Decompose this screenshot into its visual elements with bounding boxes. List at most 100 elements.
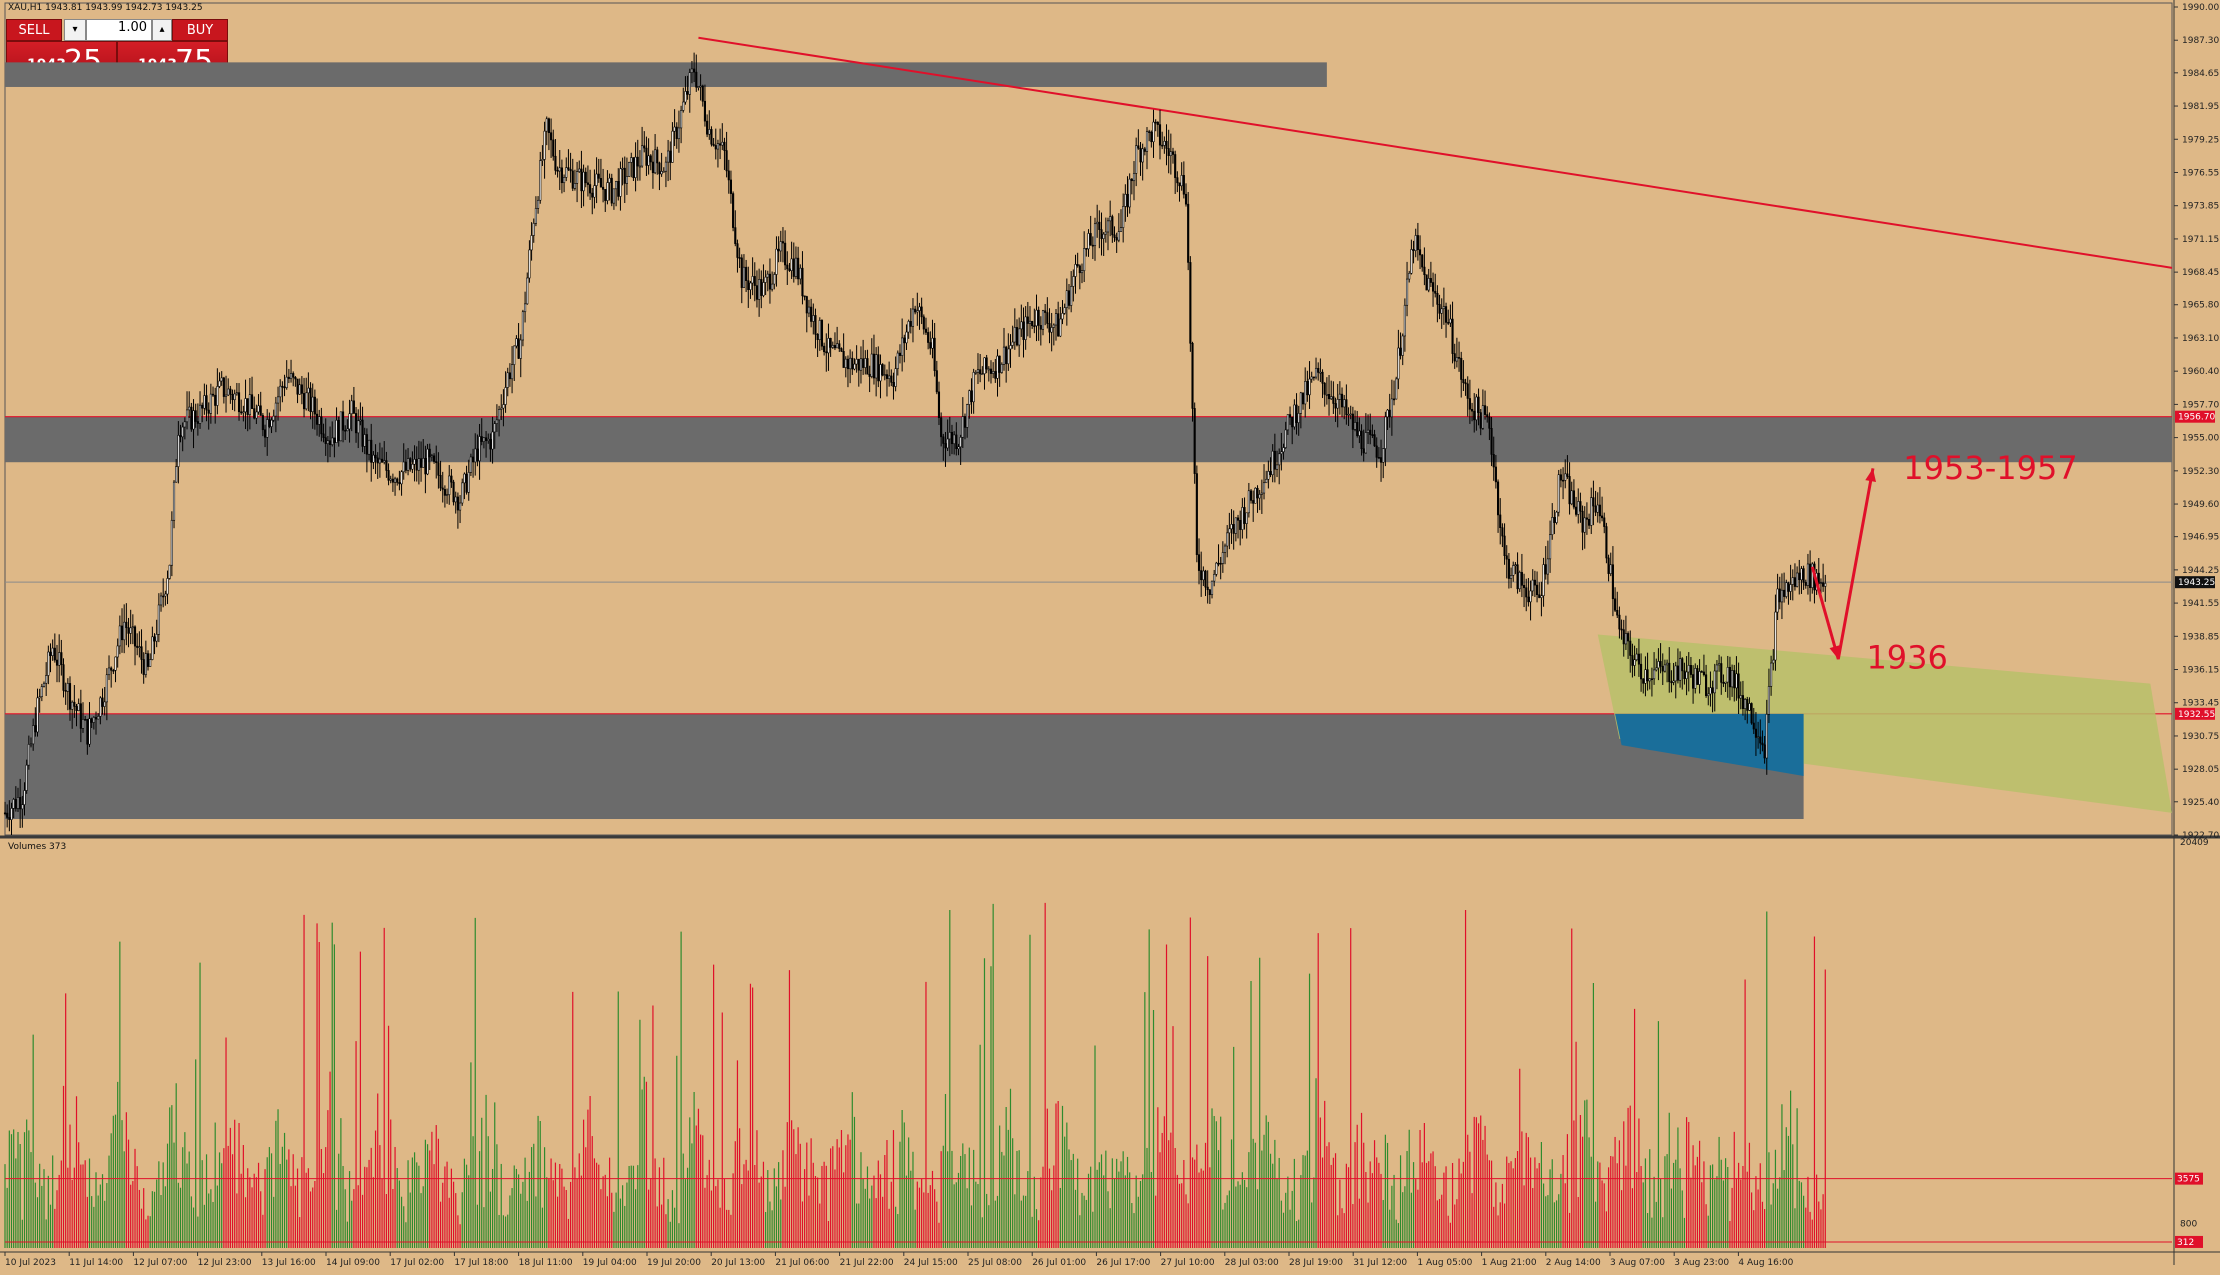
candle	[465, 465, 468, 495]
candle	[608, 173, 611, 201]
candle-body	[350, 400, 353, 415]
candle	[1700, 670, 1703, 673]
candle-body	[1449, 318, 1452, 324]
candle	[543, 121, 546, 179]
candle	[1124, 184, 1127, 222]
buy-button[interactable]: BUY	[172, 19, 228, 41]
candle	[452, 479, 455, 506]
candle-body	[1405, 278, 1409, 306]
candle	[1390, 379, 1393, 436]
price-tick-label: 1930.75	[2182, 732, 2219, 742]
candle-body	[625, 175, 628, 184]
arrow-head-down	[1829, 645, 1841, 660]
candle	[391, 473, 394, 492]
lot-increase-button[interactable]: ▴	[152, 19, 172, 41]
candle-body	[1323, 382, 1326, 395]
candle	[1609, 552, 1612, 577]
candle-body	[1757, 736, 1760, 739]
candle-body	[927, 332, 930, 343]
candle	[658, 161, 661, 191]
candle-body	[45, 675, 48, 684]
candle-body	[1063, 307, 1066, 314]
candle-body	[584, 171, 587, 184]
candle-body	[79, 703, 82, 729]
candle-body	[357, 420, 360, 434]
candle	[1154, 119, 1157, 132]
candle-body	[1018, 328, 1021, 346]
candle	[157, 593, 160, 643]
candle	[1806, 553, 1810, 595]
candle-body	[1145, 131, 1149, 152]
candle	[1067, 284, 1071, 310]
candle-body	[188, 406, 191, 411]
candle	[1553, 510, 1556, 535]
candle	[417, 440, 420, 485]
candle	[1362, 429, 1365, 462]
sell-button[interactable]: SELL	[6, 19, 62, 41]
gray-zone-0	[5, 62, 1327, 87]
candle-body	[563, 177, 566, 184]
candle	[222, 376, 225, 404]
candle	[554, 139, 557, 175]
price-tick-label: 1949.60	[2182, 500, 2219, 510]
time-tick-label: 28 Jul 19:00	[1289, 1258, 1343, 1268]
candle-body	[916, 310, 919, 313]
candle	[374, 444, 377, 474]
candle-body	[1041, 310, 1045, 330]
candle-body	[829, 337, 832, 348]
candle-body	[1627, 633, 1630, 642]
candle	[797, 246, 800, 286]
candle-body	[684, 91, 687, 103]
candle	[194, 403, 197, 428]
candle	[55, 644, 59, 683]
candle-body	[654, 149, 657, 174]
candle	[576, 161, 579, 203]
candle	[257, 394, 260, 415]
candle-body	[814, 315, 817, 335]
candle-body	[701, 85, 704, 102]
candle	[1226, 525, 1229, 558]
candle	[1453, 343, 1456, 369]
candle	[807, 299, 811, 318]
candle-body	[974, 371, 977, 374]
candle-body	[1254, 487, 1257, 504]
candle	[660, 152, 663, 177]
candle-body	[413, 459, 416, 465]
candle-body	[842, 350, 845, 368]
candle	[307, 372, 310, 412]
candle-body	[833, 345, 837, 349]
price-tick-label: 1946.95	[2182, 533, 2219, 543]
candle-body	[446, 494, 449, 496]
candle	[1167, 129, 1170, 174]
candle-body	[987, 368, 990, 371]
candle	[142, 652, 145, 684]
candle	[1020, 304, 1023, 337]
candle-body	[183, 421, 186, 428]
candle	[469, 453, 472, 477]
candle	[922, 314, 925, 335]
candle	[1497, 479, 1500, 533]
candle	[149, 653, 152, 668]
candle	[1343, 394, 1346, 420]
candle-body	[1754, 728, 1757, 738]
candle-body	[376, 457, 379, 464]
candle	[810, 298, 813, 328]
candle-body	[1020, 321, 1023, 330]
candle-body	[1817, 572, 1820, 584]
candle-body	[198, 404, 202, 424]
lot-size-input[interactable]: 1.00	[86, 19, 152, 41]
candle-body	[723, 141, 726, 151]
candle	[1741, 680, 1744, 716]
candle-body	[1005, 346, 1008, 365]
candle	[1733, 664, 1736, 702]
candle-body	[1806, 563, 1810, 586]
candle	[729, 170, 733, 204]
candle	[1401, 333, 1404, 366]
lot-decrease-button[interactable]: ▾	[64, 19, 86, 41]
candle-body	[933, 337, 936, 371]
candle	[1715, 660, 1718, 690]
candle	[638, 150, 641, 181]
candle-body	[459, 502, 462, 511]
candle	[1648, 678, 1651, 690]
